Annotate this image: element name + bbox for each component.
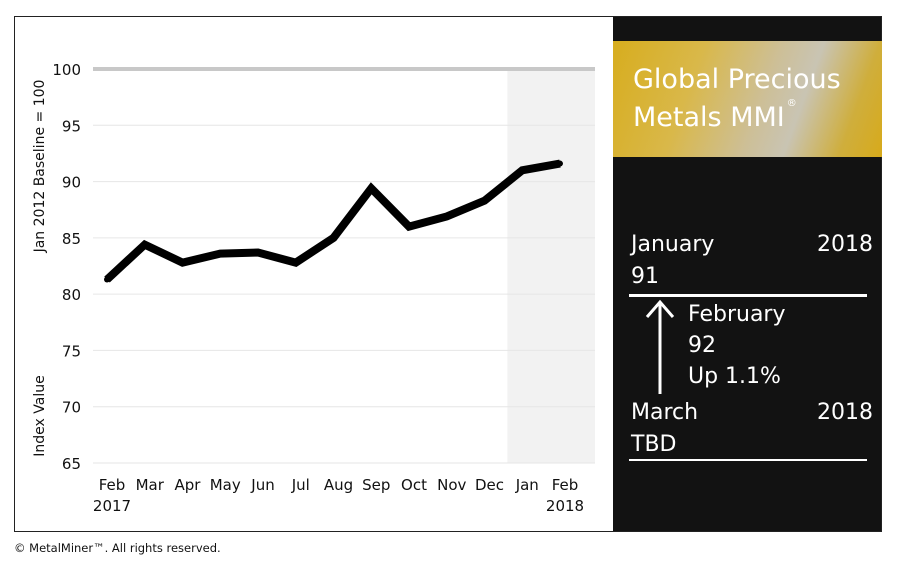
current-year: 2018 (817, 232, 873, 257)
next-value: TBD (631, 432, 677, 457)
data-point (406, 223, 412, 230)
next-year: 2018 (817, 400, 873, 425)
current-month: January (631, 232, 715, 257)
data-points (104, 160, 563, 283)
data-point (104, 276, 110, 283)
up-arrow-icon (645, 299, 675, 394)
x-tick-label: Jun (250, 476, 274, 494)
copyright-notice: © MetalMiner™. All rights reserved. (14, 541, 221, 555)
data-point (292, 259, 299, 266)
x-tick-label: Mar (136, 476, 165, 494)
divider-thin (629, 459, 867, 461)
y-tick-label: 75 (62, 342, 81, 360)
y-tick-label: 90 (62, 174, 81, 192)
x-tick-year-label: 2017 (93, 497, 131, 515)
x-tick-label: Sep (362, 476, 390, 494)
mmi-title-line1: Global Precious (633, 64, 841, 95)
y-tick-label: 80 (62, 286, 81, 304)
data-point (443, 213, 450, 220)
data-point (330, 234, 337, 241)
data-point (368, 185, 375, 192)
highlight-region (507, 69, 595, 463)
line-chart: 65 70 75 80 85 90 95 100 Feb 2017 Mar Apr May Jun Jul… (32, 61, 595, 515)
change-month: February (688, 302, 786, 327)
mmi-title-line2: Metals MMI ® (633, 98, 797, 133)
divider-thick (629, 294, 867, 297)
x-tick-label: Aug (324, 476, 353, 494)
y-tick-label: 85 (62, 230, 81, 248)
change-percent: Up 1.1% (688, 364, 781, 389)
registered-mark: ® (786, 98, 797, 109)
x-tick-label: May (210, 476, 241, 494)
data-point (481, 197, 488, 204)
y-tick-label: 95 (62, 117, 81, 135)
data-point (557, 160, 563, 167)
change-value: 92 (688, 333, 716, 358)
x-axis-ticks: Feb 2017 Mar Apr May Jun Jul Aug Sep Oct Nov Dec Jan… (93, 476, 584, 515)
mmi-panel: Global Precious Metals MMI ® January 2018… (613, 17, 882, 531)
mmi-title-banner: Global Precious Metals MMI ® (613, 41, 882, 157)
y-axis-ticks: 65 70 75 80 85 90 95 100 (52, 61, 81, 473)
data-point (519, 167, 526, 174)
data-point (217, 250, 224, 257)
x-tick-label: Oct (401, 476, 427, 494)
x-tick-label: Feb (552, 476, 579, 494)
x-tick-label: Jan (515, 476, 539, 494)
x-tick-label: Apr (175, 476, 202, 494)
x-tick-label: Nov (437, 476, 466, 494)
x-tick-label: Feb (99, 476, 126, 494)
y-axis-label-bottom: Index Value (32, 375, 48, 456)
next-month: March (631, 400, 699, 425)
current-value: 91 (631, 264, 659, 289)
x-tick-year-label: 2018 (546, 497, 584, 515)
y-axis-label-top: Jan 2012 Baseline = 100 (32, 80, 48, 254)
x-tick-label: Dec (475, 476, 504, 494)
y-tick-label: 70 (62, 399, 81, 417)
x-tick-label: Jul (291, 476, 310, 494)
data-point (141, 241, 148, 248)
data-point (255, 249, 261, 256)
data-point (179, 259, 186, 266)
y-tick-label: 100 (52, 61, 81, 79)
y-tick-label: 65 (62, 455, 81, 473)
series-line (104, 159, 561, 283)
